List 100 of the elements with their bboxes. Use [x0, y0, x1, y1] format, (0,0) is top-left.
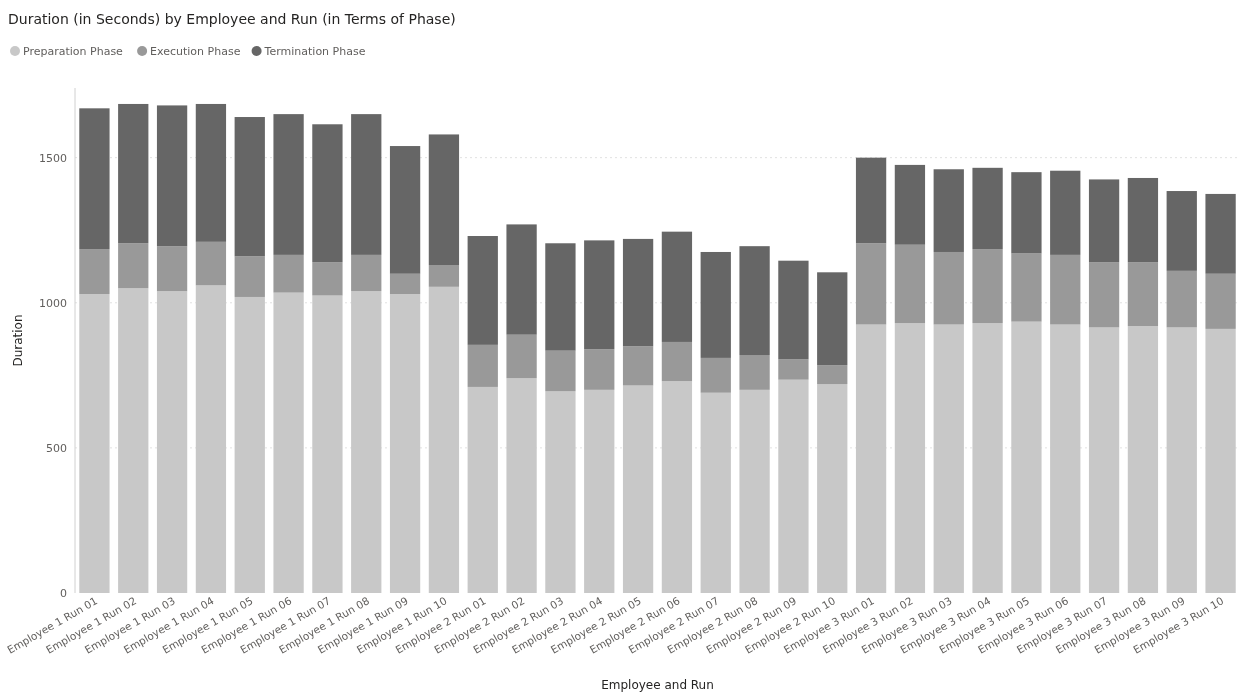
bar [195, 285, 227, 593]
bar [972, 323, 1003, 593]
bar [234, 256, 265, 297]
bar [1050, 324, 1081, 593]
y-tick-label: 0 [60, 587, 67, 600]
bar [545, 350, 576, 392]
bar [778, 359, 809, 380]
bar [467, 344, 498, 387]
bar [1127, 177, 1159, 263]
bar [855, 157, 887, 244]
bar [428, 265, 460, 287]
bar [1166, 327, 1197, 593]
bar [195, 241, 227, 286]
bar [855, 243, 887, 325]
bar [506, 378, 537, 593]
bar [389, 146, 421, 274]
bar [855, 324, 887, 593]
bar [1011, 253, 1042, 322]
bar [118, 103, 149, 244]
bar [1127, 262, 1159, 326]
bar [622, 385, 654, 593]
legend-label: Execution Phase [150, 45, 241, 58]
y-tick-label: 1000 [39, 296, 67, 310]
bar [79, 108, 110, 250]
y-tick-label: 1500 [39, 151, 67, 165]
bar [894, 323, 926, 593]
bar [1011, 321, 1042, 593]
bar [389, 294, 421, 593]
bar [79, 249, 110, 295]
bar [156, 246, 188, 292]
bar [234, 296, 265, 593]
legend-label: Termination Phase [263, 45, 366, 58]
bar [273, 292, 304, 593]
bar [195, 103, 227, 242]
bar [467, 236, 498, 345]
bar [739, 389, 770, 593]
bar [739, 246, 770, 356]
bar [622, 238, 654, 347]
bar [1050, 254, 1081, 325]
bar [894, 164, 926, 245]
bar [817, 272, 848, 366]
bar [273, 114, 304, 255]
bar [778, 260, 809, 360]
bar [661, 341, 693, 382]
bar [894, 244, 926, 324]
x-axis-title: Employee and Run [601, 678, 714, 692]
bar [1166, 191, 1197, 271]
bar [118, 288, 149, 593]
bar [545, 391, 576, 593]
bar [933, 169, 964, 252]
bar [234, 117, 265, 257]
bar [661, 231, 693, 342]
bar [389, 273, 421, 295]
bar [545, 243, 576, 351]
bar [156, 291, 188, 593]
bar [1050, 170, 1081, 255]
bar [312, 124, 343, 263]
bar [584, 240, 615, 350]
bar [1088, 327, 1120, 593]
bar [351, 114, 382, 255]
bar [506, 334, 537, 379]
bar [700, 357, 731, 393]
bar [1166, 270, 1197, 328]
bar [1127, 325, 1159, 593]
legend-label: Preparation Phase [23, 45, 124, 58]
bar [312, 295, 343, 593]
bar [428, 286, 460, 593]
bar [778, 379, 809, 593]
bar [933, 251, 964, 325]
y-tick-label: 500 [46, 441, 67, 455]
chart-title: Duration (in Seconds) by Employee and Run (in Terms of Phase) [8, 11, 456, 27]
bar [273, 254, 304, 293]
bar [700, 392, 731, 593]
bar [467, 386, 498, 593]
bar [1011, 172, 1042, 254]
bar [79, 294, 110, 593]
bar [428, 134, 460, 266]
bar [1088, 179, 1120, 263]
bar [584, 349, 615, 390]
bar [1205, 328, 1236, 593]
bar [1088, 262, 1120, 328]
bar [933, 324, 964, 593]
bar [817, 384, 848, 593]
bar [312, 262, 343, 296]
bar [351, 254, 382, 292]
y-axis-title: Duration [11, 314, 25, 367]
bar [972, 249, 1003, 324]
bar [700, 251, 731, 358]
bar [118, 243, 149, 289]
bar [351, 291, 382, 593]
bar [1205, 273, 1236, 329]
bar [584, 389, 615, 593]
bar [622, 346, 654, 386]
bar [506, 224, 537, 335]
bar [739, 355, 770, 390]
bar [817, 365, 848, 385]
bar [972, 167, 1003, 250]
bar [1205, 193, 1236, 274]
bar [156, 105, 188, 247]
bar [661, 381, 693, 593]
